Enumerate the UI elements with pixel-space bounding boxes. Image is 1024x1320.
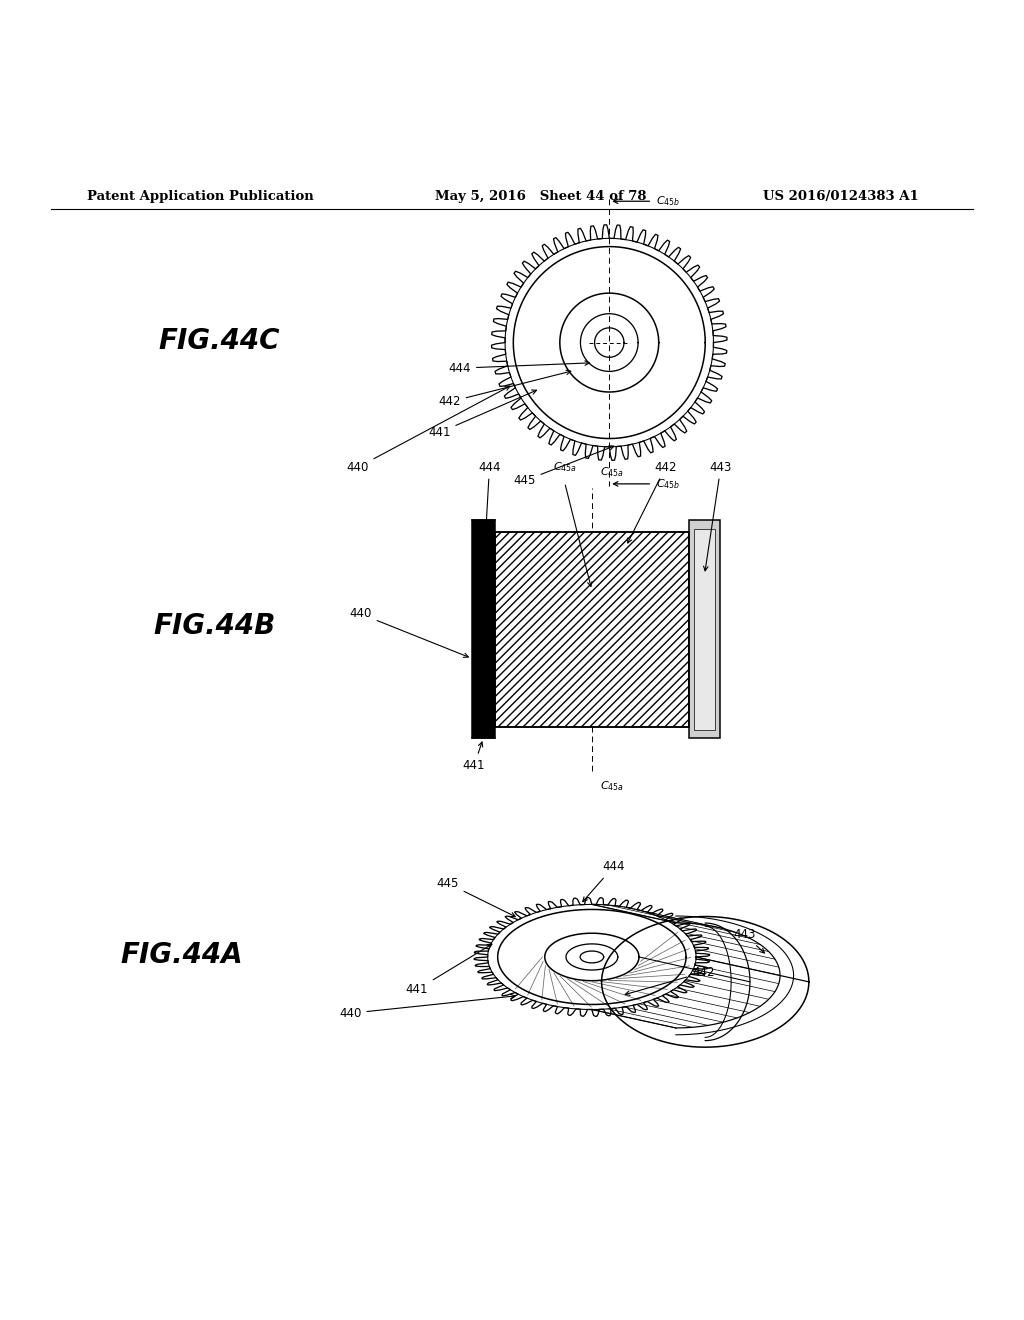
Bar	[495, 532, 689, 726]
Text: 442: 442	[626, 966, 715, 995]
Text: 445: 445	[513, 446, 613, 487]
Text: 441: 441	[406, 944, 492, 997]
Text: $C_{45a}$: $C_{45a}$	[600, 779, 624, 793]
Text: $C_{45b}$: $C_{45b}$	[656, 194, 681, 209]
Text: 442: 442	[438, 370, 570, 408]
Bar	[472, 520, 495, 738]
Text: 440: 440	[346, 387, 510, 474]
Text: FIG.44B: FIG.44B	[154, 612, 275, 640]
Text: 445: 445	[436, 876, 515, 916]
Text: 444: 444	[583, 861, 625, 902]
Text: 440: 440	[349, 607, 468, 657]
Bar	[495, 532, 689, 726]
Bar	[693, 529, 715, 730]
Text: $C_{45b}$: $C_{45b}$	[656, 477, 681, 491]
Text: $C_{45a}$: $C_{45a}$	[600, 466, 624, 479]
Text: 441: 441	[463, 742, 485, 772]
Text: US 2016/0124383 A1: US 2016/0124383 A1	[763, 190, 919, 203]
Text: May 5, 2016   Sheet 44 of 78: May 5, 2016 Sheet 44 of 78	[435, 190, 647, 203]
Text: FIG.44C: FIG.44C	[159, 326, 281, 355]
Text: 444: 444	[449, 360, 590, 375]
Text: 443: 443	[703, 461, 732, 570]
Text: 441: 441	[428, 389, 537, 440]
Text: 442: 442	[628, 461, 677, 543]
Text: FIG.44A: FIG.44A	[121, 941, 244, 969]
Text: $C_{45a}$: $C_{45a}$	[553, 461, 577, 474]
Bar	[689, 520, 720, 738]
Text: Patent Application Publication: Patent Application Publication	[87, 190, 313, 203]
Text: 440: 440	[339, 994, 515, 1020]
Text: 444: 444	[478, 461, 501, 570]
Text: 443: 443	[733, 928, 765, 953]
